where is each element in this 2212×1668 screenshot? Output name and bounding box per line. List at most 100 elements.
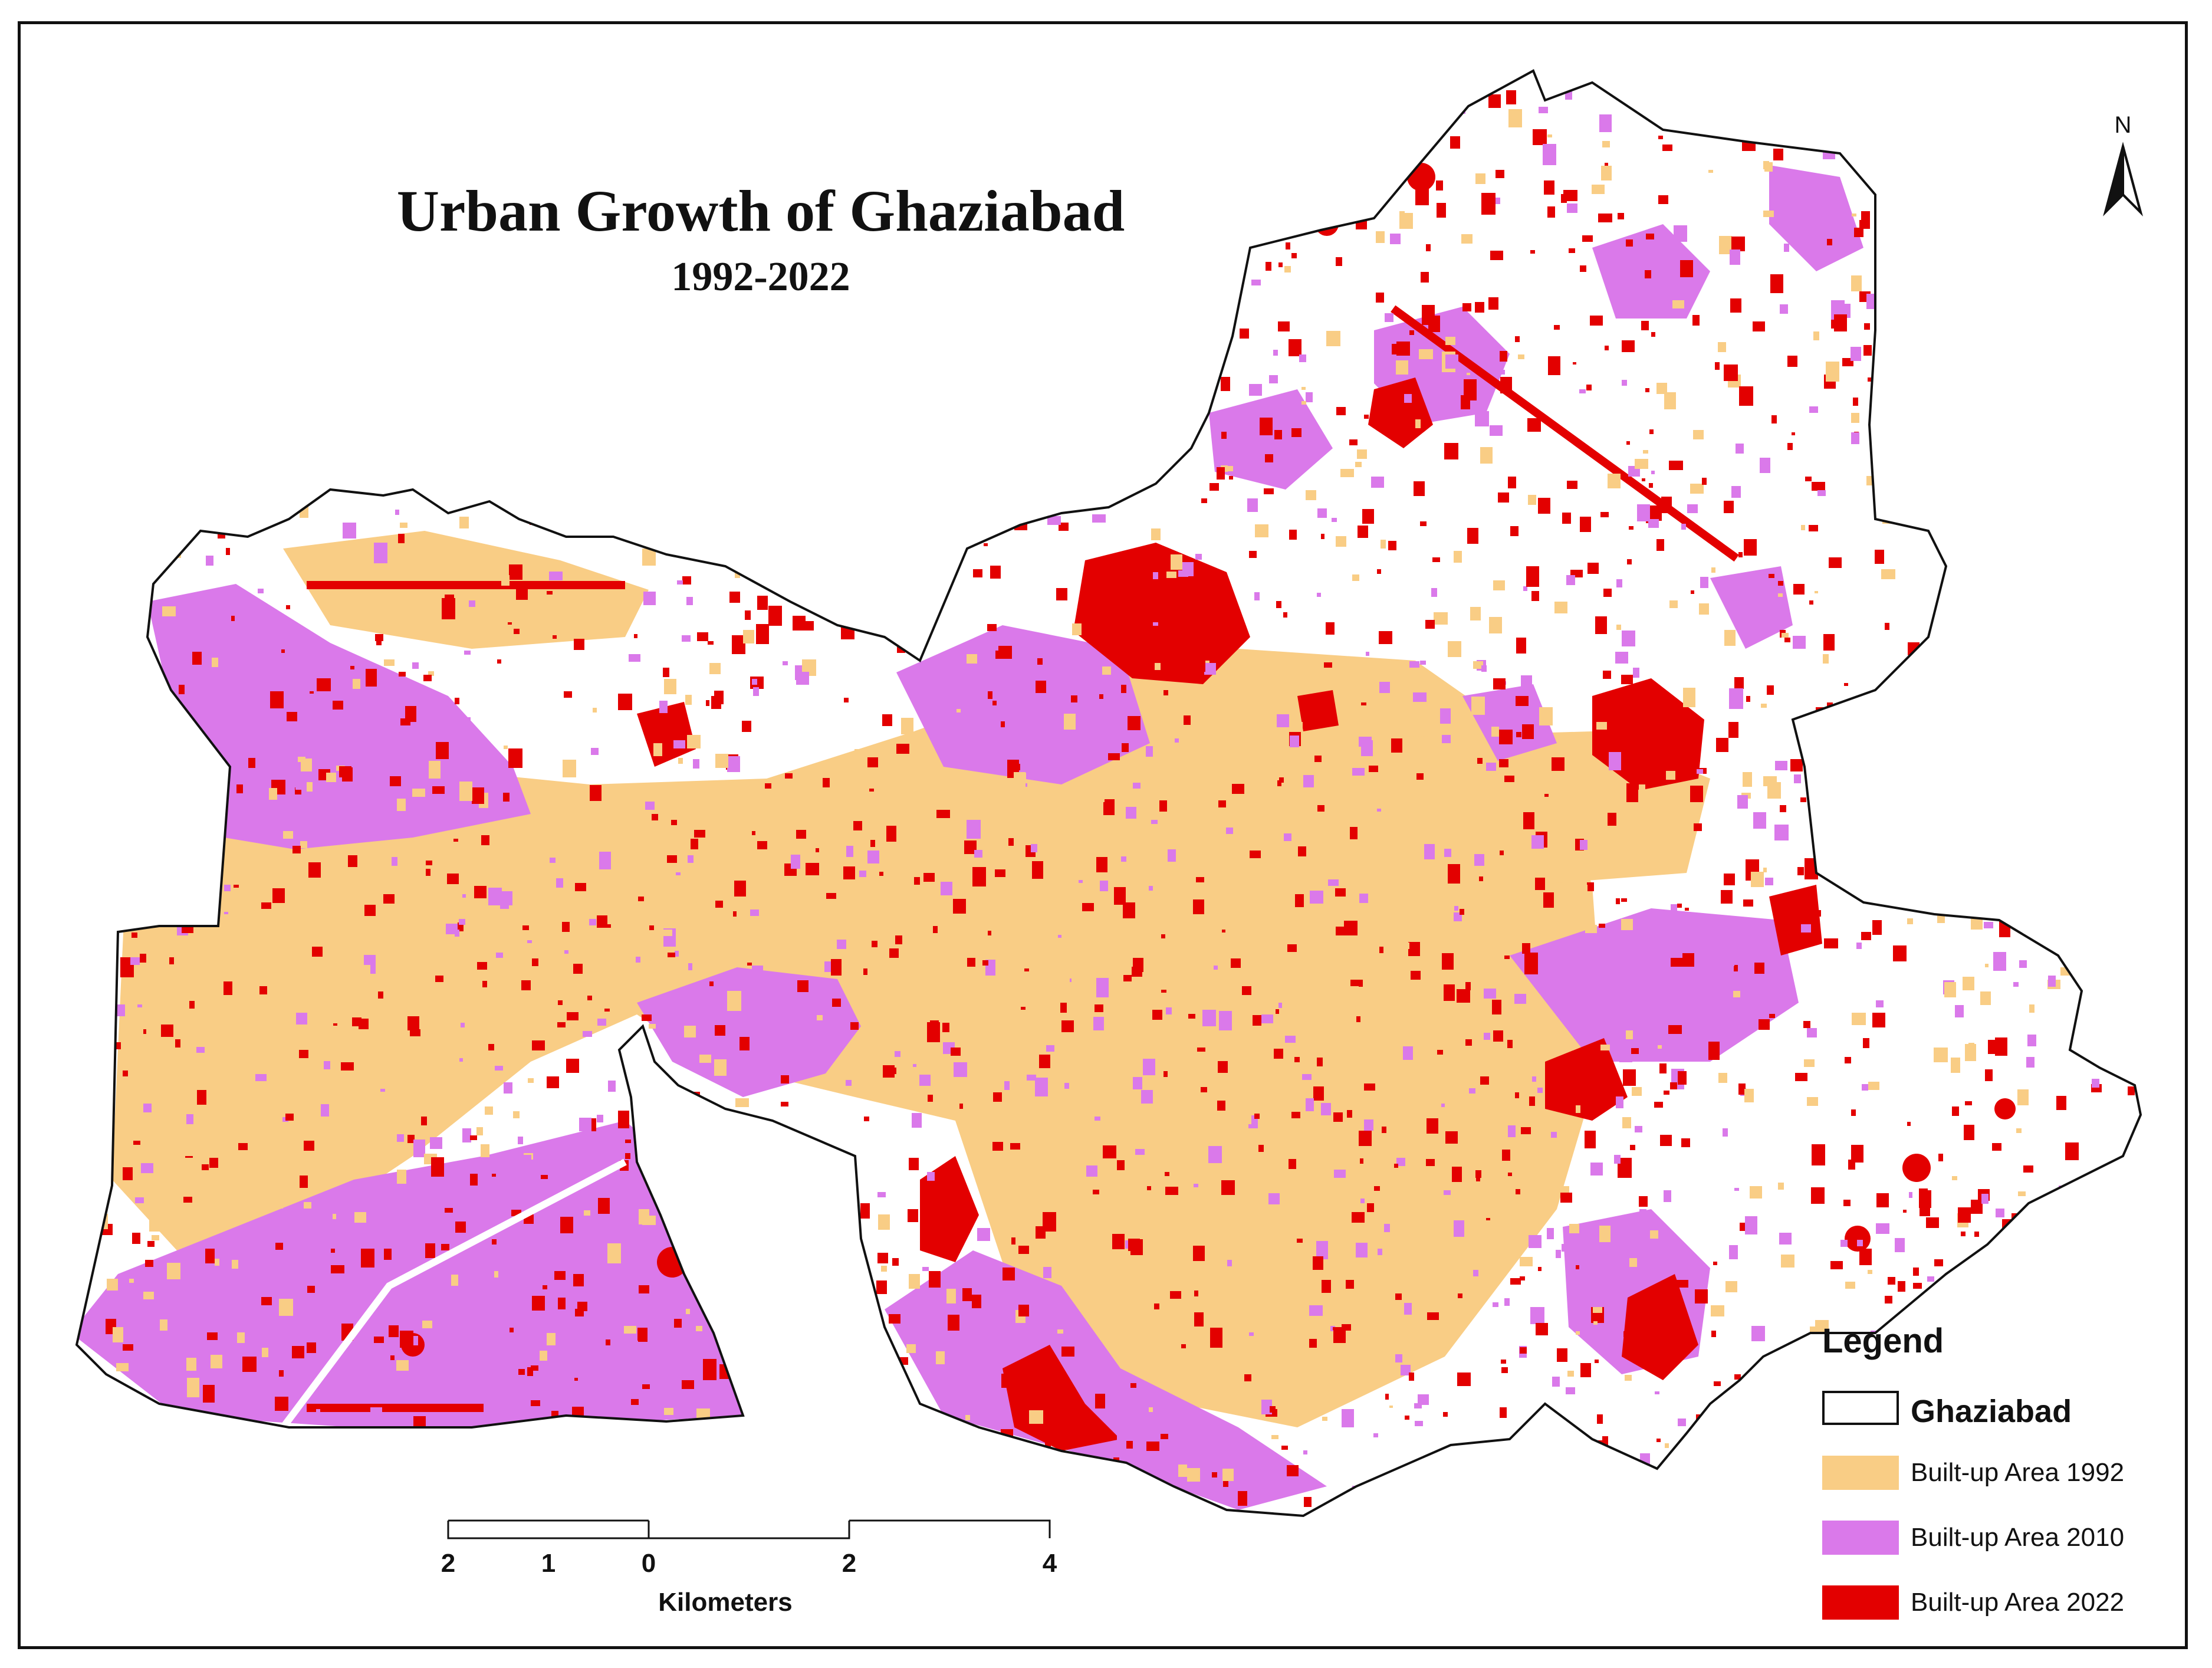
built-up-pixel (357, 145, 370, 154)
built-up-pixel (1145, 655, 1149, 662)
built-up-pixel (287, 712, 297, 721)
built-up-pixel (593, 1337, 606, 1353)
built-up-pixel (1244, 1374, 1251, 1381)
built-up-pixel (1714, 1381, 1721, 1386)
built-up-pixel (107, 294, 113, 301)
built-up-pixel (1921, 301, 1933, 319)
built-up-pixel (130, 957, 140, 965)
built-up-pixel (295, 774, 309, 790)
built-up-pixel (1488, 94, 1501, 108)
built-up-pixel (1595, 1360, 1599, 1363)
built-up-pixel (292, 1346, 304, 1358)
built-up-pixel (1484, 1033, 1490, 1040)
built-up-pixel (2040, 1224, 2050, 1238)
built-up-pixel (837, 353, 846, 365)
built-up-pixel (2022, 728, 2030, 736)
built-up-pixel (496, 953, 503, 958)
built-up-pixel (324, 1061, 330, 1069)
built-up-pixel (1681, 1138, 1690, 1147)
built-up-pixel (77, 97, 87, 107)
built-up-pixel (659, 701, 668, 713)
built-up-pixel (143, 1104, 152, 1112)
built-up-pixel (727, 756, 740, 772)
built-up-pixel (1872, 920, 1882, 935)
built-up-pixel (1194, 1312, 1204, 1326)
built-up-pixel (1340, 469, 1354, 477)
built-up-pixel (1406, 1010, 1416, 1019)
built-up-pixel (1490, 425, 1503, 436)
built-up-pixel (1057, 1329, 1063, 1334)
built-up-pixel (1103, 799, 1115, 815)
built-up-pixel (130, 1495, 139, 1508)
built-up-pixel (97, 968, 107, 981)
built-up-pixel (1608, 474, 1621, 488)
built-up-pixel (402, 1199, 406, 1203)
built-up-pixel (1872, 1013, 1885, 1027)
built-up-pixel (481, 345, 485, 350)
built-up-pixel (404, 384, 409, 389)
built-up-pixel (2018, 1191, 2026, 1196)
built-up-pixel (1071, 695, 1077, 702)
built-up-pixel (1279, 777, 1284, 783)
built-up-pixel (839, 326, 846, 332)
built-up-pixel (2125, 370, 2138, 379)
built-up-pixel (1508, 1173, 1512, 1176)
built-up-pixel (1415, 1000, 1421, 1007)
built-up-pixel (990, 566, 1001, 579)
built-up-pixel (1379, 947, 1383, 953)
built-up-pixel (1738, 1083, 1746, 1095)
built-up-pixel (715, 1025, 725, 1036)
built-up-pixel (695, 427, 701, 435)
built-up-pixel (1082, 478, 1093, 493)
built-up-pixel (1320, 218, 1326, 224)
built-up-pixel (1993, 952, 2006, 971)
built-up-pixel (1914, 885, 1927, 900)
built-up-pixel (214, 149, 225, 165)
built-up-pixel (1851, 275, 1862, 291)
built-up-pixel (2121, 637, 2128, 642)
built-up-pixel (1769, 1384, 1782, 1401)
built-up-pixel (274, 1201, 283, 1209)
built-up-pixel (833, 1280, 840, 1289)
built-up-pixel (628, 147, 640, 160)
built-up-pixel (1098, 138, 1103, 143)
built-up-pixel (1158, 426, 1165, 435)
built-up-pixel (1954, 278, 1961, 282)
built-up-pixel (350, 333, 356, 342)
built-up-pixel (470, 1135, 477, 1140)
built-up-pixel (1500, 377, 1512, 393)
built-up-pixel (585, 375, 592, 384)
built-up-pixel (1971, 90, 1976, 95)
built-up-pixel (1672, 300, 1684, 308)
built-up-pixel (1959, 573, 1964, 579)
built-up-pixel (259, 986, 267, 994)
built-up-pixel (886, 826, 896, 842)
built-up-pixel (1554, 325, 1560, 330)
built-up-pixel (839, 563, 852, 575)
built-up-pixel (576, 919, 582, 924)
built-up-pixel (2088, 687, 2093, 695)
built-up-pixel (86, 1389, 93, 1395)
built-up-pixel (97, 659, 110, 668)
built-up-pixel (270, 691, 284, 708)
built-up-pixel (165, 238, 169, 243)
built-up-pixel (152, 720, 162, 733)
built-up-pixel (392, 857, 397, 866)
built-up-pixel (1373, 1433, 1378, 1437)
built-up-pixel (1504, 746, 1508, 749)
built-up-pixel (1488, 297, 1498, 310)
built-up-pixel (1128, 716, 1140, 730)
built-up-pixel (1801, 525, 1805, 530)
built-up-pixel (1683, 688, 1695, 707)
built-up-pixel (1862, 1084, 1868, 1091)
built-up-pixel (1484, 989, 1496, 999)
built-up-pixel (729, 592, 740, 603)
built-up-pixel (1106, 101, 1117, 109)
built-up-pixel (1533, 129, 1547, 145)
built-up-pixel (1108, 753, 1120, 760)
built-up-pixel (1648, 519, 1659, 528)
built-up-pixel (557, 1022, 566, 1027)
built-up-pixel (1927, 1276, 1934, 1282)
built-up-pixel (1669, 600, 1678, 608)
built-up-pixel (877, 1253, 888, 1263)
